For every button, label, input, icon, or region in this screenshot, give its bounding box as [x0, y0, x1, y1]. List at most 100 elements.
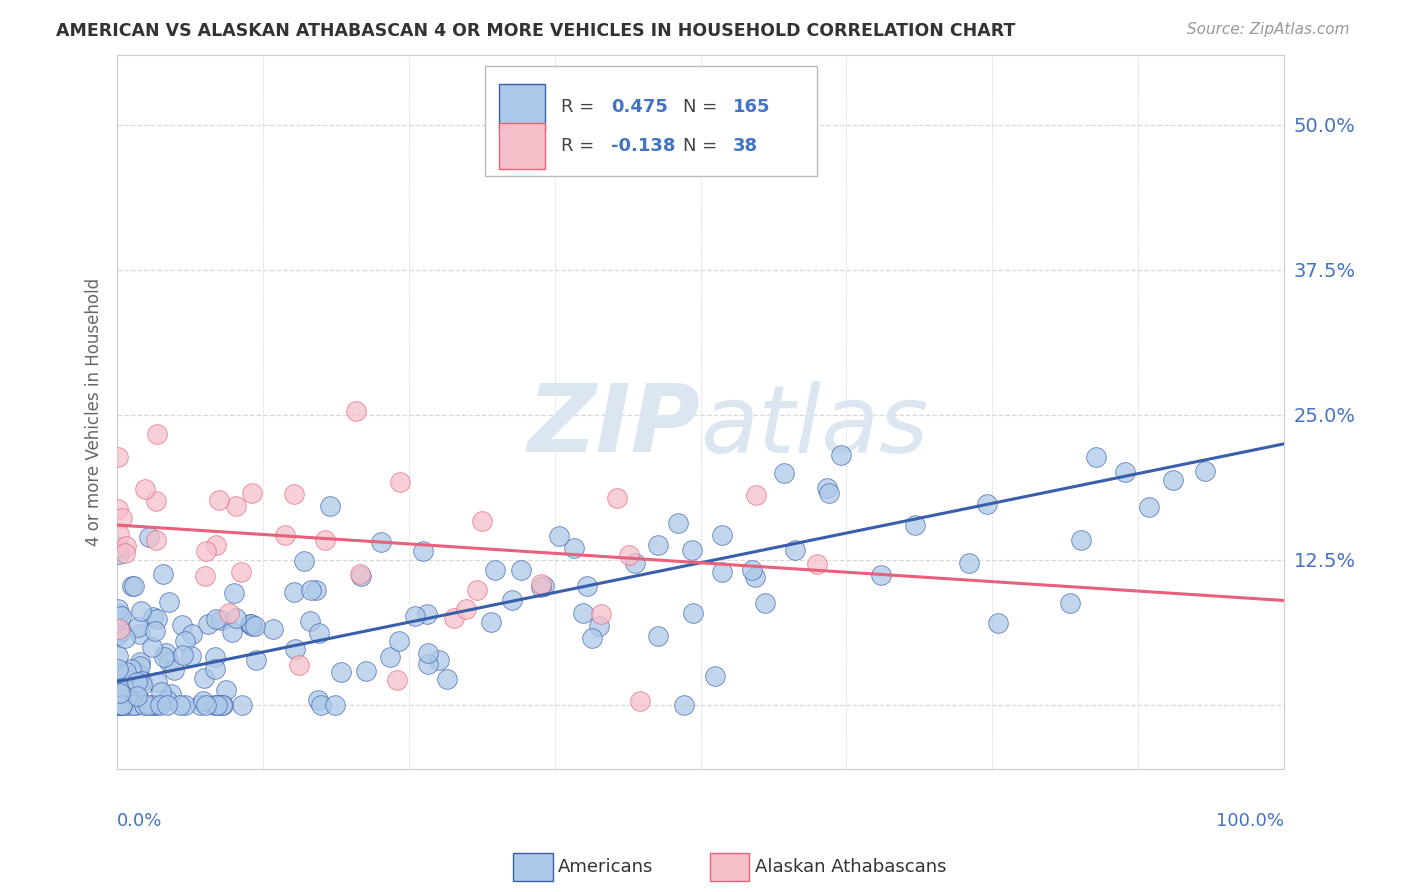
Point — [741, 563, 763, 577]
Point — [120, 662, 142, 676]
Point — [308, 625, 330, 640]
Point — [647, 629, 669, 643]
Point — [204, 538, 226, 552]
Point — [288, 658, 311, 673]
Point — [107, 665, 129, 679]
Point — [704, 669, 727, 683]
Point — [169, 698, 191, 712]
Point — [298, 615, 321, 629]
Point — [211, 698, 233, 712]
Point — [225, 611, 247, 625]
Point — [107, 665, 129, 680]
Point — [110, 608, 132, 623]
Point — [141, 698, 163, 712]
Point — [136, 698, 159, 712]
Point — [666, 516, 689, 530]
Point — [471, 514, 494, 528]
Point — [209, 613, 232, 627]
Point — [501, 592, 523, 607]
Point — [1085, 450, 1108, 464]
Point — [125, 689, 148, 703]
Text: R =: R = — [561, 97, 599, 116]
Point — [111, 698, 134, 712]
Point — [388, 633, 411, 648]
Point — [111, 511, 134, 525]
Point — [710, 528, 733, 542]
Point — [484, 562, 506, 576]
Point — [145, 493, 167, 508]
Point — [245, 653, 267, 667]
Point — [443, 611, 465, 625]
Point — [191, 694, 214, 708]
Point — [619, 549, 641, 563]
Point — [107, 682, 129, 697]
Point — [129, 627, 152, 641]
Point — [311, 698, 333, 712]
Point — [412, 544, 434, 558]
Text: N =: N = — [683, 136, 723, 155]
Point — [115, 540, 138, 554]
Text: ZIP: ZIP — [527, 380, 700, 472]
Point — [107, 501, 129, 516]
Point — [354, 665, 377, 679]
Point — [107, 547, 129, 561]
Point — [1059, 596, 1081, 610]
Point — [118, 698, 141, 712]
Point — [588, 619, 610, 633]
Point — [111, 698, 134, 712]
Point — [479, 615, 502, 630]
Point — [107, 662, 129, 676]
Point — [114, 631, 136, 645]
Point — [108, 686, 131, 700]
Point — [197, 616, 219, 631]
Point — [1194, 464, 1216, 478]
Point — [572, 607, 595, 621]
Text: Alaskan Athabascans: Alaskan Athabascans — [755, 858, 946, 876]
Point — [107, 698, 129, 712]
Text: 165: 165 — [734, 97, 770, 116]
Point — [292, 554, 315, 568]
Point — [427, 653, 450, 667]
Point — [547, 529, 569, 543]
Point — [262, 622, 284, 636]
Point — [121, 579, 143, 593]
Point — [204, 662, 226, 676]
Point — [125, 675, 148, 690]
Point — [107, 450, 129, 464]
Point — [436, 673, 458, 687]
Point — [129, 603, 152, 617]
Point — [1114, 465, 1136, 479]
Point — [564, 541, 586, 555]
Point — [108, 623, 131, 637]
Point — [240, 619, 263, 633]
Point — [314, 533, 336, 548]
Point — [153, 650, 176, 665]
Point — [155, 646, 177, 660]
Point — [344, 404, 367, 418]
Point — [181, 626, 204, 640]
Point — [125, 698, 148, 712]
Point — [204, 649, 226, 664]
Point — [388, 475, 411, 490]
Point — [530, 577, 553, 591]
Point — [180, 648, 202, 663]
Point — [160, 687, 183, 701]
Text: -0.138: -0.138 — [610, 136, 675, 155]
Point — [530, 581, 553, 595]
Point — [533, 579, 555, 593]
Point — [218, 607, 240, 621]
Point — [127, 691, 149, 706]
Point — [108, 527, 131, 541]
Point — [188, 698, 211, 712]
Point — [207, 698, 229, 712]
Point — [107, 628, 129, 642]
Point — [416, 607, 439, 622]
Point — [108, 607, 131, 622]
Point — [869, 568, 891, 582]
Text: 38: 38 — [734, 136, 758, 155]
Point — [380, 650, 402, 665]
Point — [245, 619, 267, 633]
Point — [225, 499, 247, 513]
Point — [121, 698, 143, 712]
Point — [299, 582, 322, 597]
